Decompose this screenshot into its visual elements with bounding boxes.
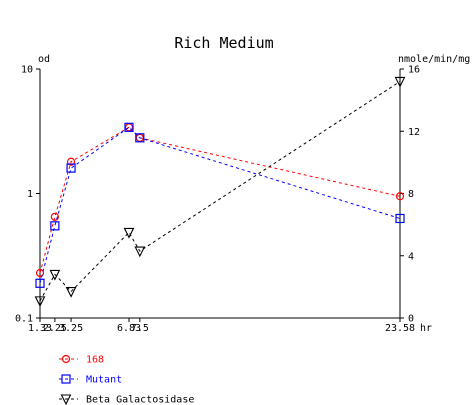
- right-tick-label: 4: [408, 251, 414, 262]
- data-point: [50, 221, 60, 231]
- data-point: [124, 122, 134, 132]
- data-point: [50, 212, 59, 221]
- left-tick-label: 0.1: [15, 314, 33, 325]
- legend-marker: [61, 374, 71, 384]
- data-point: [123, 227, 135, 239]
- legend-marker: [61, 354, 71, 364]
- x-tick-label: 3.25: [59, 323, 83, 334]
- data-point: [49, 269, 61, 281]
- x-tick-label: 6.83: [117, 323, 141, 334]
- legend-label: 168: [86, 355, 104, 366]
- data-point: [35, 278, 45, 288]
- right-axis-unit-label: nmole/min/mg: [398, 54, 470, 65]
- series-line: [39, 126, 401, 274]
- legend-label: Mutant: [86, 375, 122, 386]
- series-2: [34, 76, 406, 308]
- data-point: [135, 133, 145, 143]
- data-point: [394, 76, 406, 88]
- legend: 168 Mutant Beta Galactosidase: [59, 355, 194, 405]
- right-tick-label: 8: [408, 189, 414, 200]
- data-point: [395, 192, 405, 201]
- data-point: [134, 246, 146, 258]
- x-tick-label: 23.58: [385, 323, 415, 334]
- legend-item: Mutant: [59, 374, 122, 386]
- data-point: [66, 163, 76, 173]
- left-axis-ticks: 0.1 1 10: [15, 65, 40, 325]
- data-point: [66, 157, 76, 166]
- legend-item: 168: [59, 355, 104, 366]
- x-tick-label: 2.25: [43, 323, 67, 334]
- data-point: [34, 296, 46, 308]
- chart-title: Rich Medium: [174, 34, 273, 52]
- data-point: [395, 213, 405, 224]
- data-point: [35, 268, 45, 278]
- series-0: [35, 123, 405, 278]
- series-line: [39, 126, 401, 284]
- x-tick-label: 1.33: [28, 323, 52, 334]
- left-tick-label: 1: [27, 189, 33, 200]
- series-line: [39, 81, 401, 302]
- legend-marker: [60, 394, 72, 405]
- series-layer: [34, 76, 406, 308]
- right-tick-label: 16: [408, 65, 420, 76]
- left-axis-unit-label: od: [38, 54, 50, 65]
- series-1: [35, 122, 405, 288]
- legend-label: Beta Galactosidase: [86, 395, 194, 405]
- x-tick-label: 7.5: [131, 323, 149, 334]
- x-axis-unit-label: hr: [420, 323, 432, 334]
- x-axis-ticks: 1.332.253.25 6.837.5 23.58: [28, 318, 415, 334]
- left-tick-label: 10: [21, 65, 33, 76]
- right-tick-label: 0: [408, 314, 414, 325]
- legend-item: Beta Galactosidase: [59, 394, 194, 405]
- data-point: [65, 286, 77, 298]
- right-tick-label: 12: [408, 127, 420, 138]
